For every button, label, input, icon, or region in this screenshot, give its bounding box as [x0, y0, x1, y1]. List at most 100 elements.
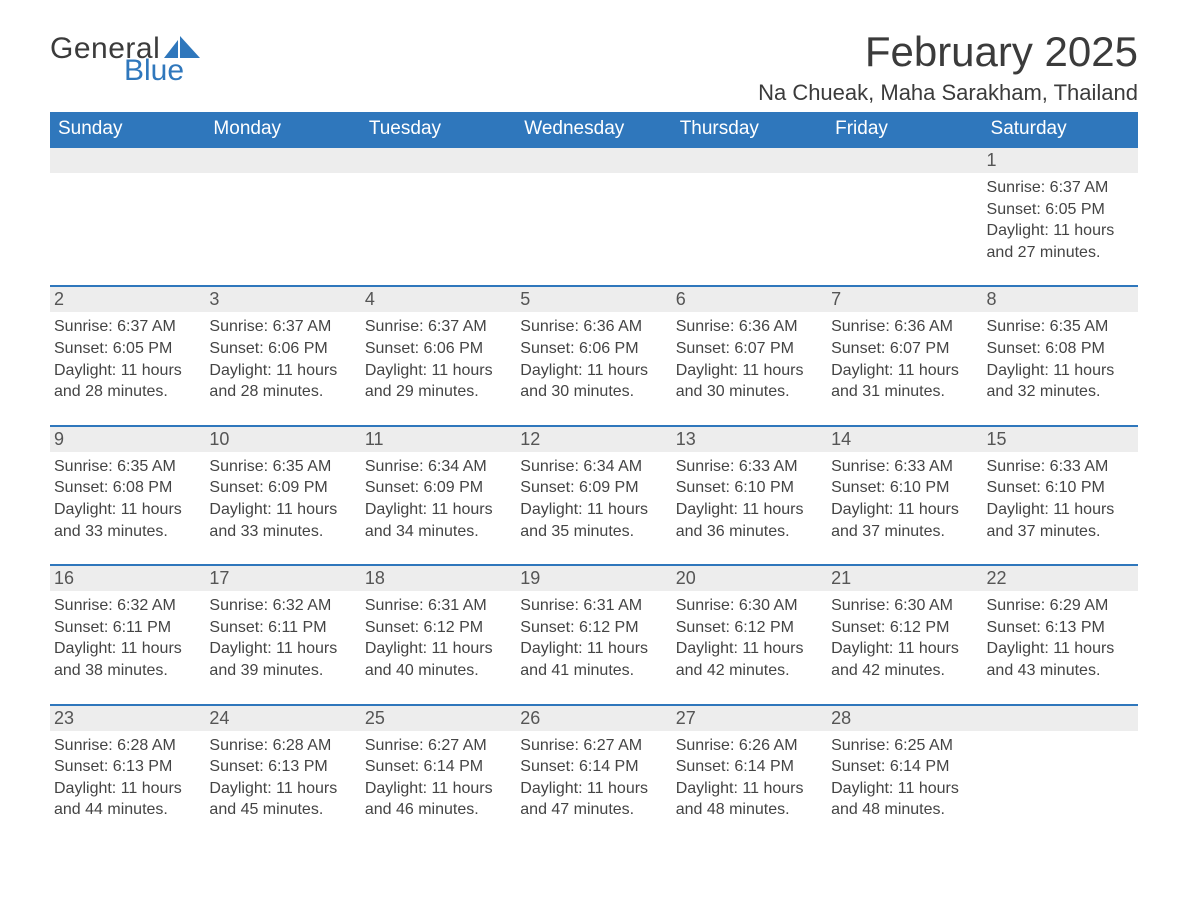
- day-number-cell: 3: [205, 287, 360, 312]
- sunset-text: Sunset: 6:09 PM: [209, 477, 352, 499]
- daylight-text: Daylight: 11 hours and 48 minutes.: [676, 778, 819, 821]
- sunrise-text: Sunrise: 6:25 AM: [831, 735, 974, 757]
- daylight-text: Daylight: 11 hours and 37 minutes.: [987, 499, 1130, 542]
- day-number-cell: 17: [205, 566, 360, 591]
- daylight-text: Daylight: 11 hours and 30 minutes.: [676, 360, 819, 403]
- sunrise-text: Sunrise: 6:29 AM: [987, 595, 1130, 617]
- sunrise-text: Sunrise: 6:27 AM: [520, 735, 663, 757]
- day-number-cell: 5: [516, 287, 671, 312]
- day-info-cell: Sunrise: 6:33 AMSunset: 6:10 PMDaylight:…: [672, 452, 827, 564]
- day-info-cell: Sunrise: 6:28 AMSunset: 6:13 PMDaylight:…: [205, 731, 360, 841]
- daylight-text: Daylight: 11 hours and 44 minutes.: [54, 778, 197, 821]
- daylight-text: Daylight: 11 hours and 34 minutes.: [365, 499, 508, 542]
- sunset-text: Sunset: 6:11 PM: [209, 617, 352, 639]
- sunrise-text: Sunrise: 6:33 AM: [987, 456, 1130, 478]
- sunrise-text: Sunrise: 6:30 AM: [676, 595, 819, 617]
- day-info-cell: [361, 173, 516, 285]
- sunrise-text: Sunrise: 6:28 AM: [54, 735, 197, 757]
- day-number-cell: 14: [827, 427, 982, 452]
- day-number-cell: [361, 148, 516, 173]
- day-number-cell: 7: [827, 287, 982, 312]
- sunrise-text: Sunrise: 6:30 AM: [831, 595, 974, 617]
- sunrise-text: Sunrise: 6:34 AM: [365, 456, 508, 478]
- calendar-table: Sunday Monday Tuesday Wednesday Thursday…: [50, 112, 1138, 841]
- day-info-cell: Sunrise: 6:29 AMSunset: 6:13 PMDaylight:…: [983, 591, 1138, 703]
- daylight-text: Daylight: 11 hours and 39 minutes.: [209, 638, 352, 681]
- daylight-text: Daylight: 11 hours and 40 minutes.: [365, 638, 508, 681]
- daylight-text: Daylight: 11 hours and 27 minutes.: [987, 220, 1130, 263]
- sunrise-text: Sunrise: 6:31 AM: [365, 595, 508, 617]
- sunset-text: Sunset: 6:10 PM: [676, 477, 819, 499]
- weekday-header: Friday: [827, 112, 982, 148]
- day-number-cell: 23: [50, 706, 205, 731]
- sunset-text: Sunset: 6:09 PM: [520, 477, 663, 499]
- daylight-text: Daylight: 11 hours and 42 minutes.: [676, 638, 819, 681]
- daylight-text: Daylight: 11 hours and 41 minutes.: [520, 638, 663, 681]
- weekday-header: Tuesday: [361, 112, 516, 148]
- day-info-cell: Sunrise: 6:26 AMSunset: 6:14 PMDaylight:…: [672, 731, 827, 841]
- day-info-cell: [205, 173, 360, 285]
- day-number-cell: 24: [205, 706, 360, 731]
- sunset-text: Sunset: 6:13 PM: [209, 756, 352, 778]
- sunset-text: Sunset: 6:08 PM: [987, 338, 1130, 360]
- weekday-header: Thursday: [672, 112, 827, 148]
- day-number-cell: 8: [983, 287, 1138, 312]
- daylight-text: Daylight: 11 hours and 36 minutes.: [676, 499, 819, 542]
- day-number-cell: 26: [516, 706, 671, 731]
- day-info-cell: Sunrise: 6:30 AMSunset: 6:12 PMDaylight:…: [827, 591, 982, 703]
- header: General Blue February 2025 Na Chueak, Ma…: [50, 28, 1138, 106]
- sunset-text: Sunset: 6:09 PM: [365, 477, 508, 499]
- brand-logo: General Blue: [50, 34, 200, 86]
- daylight-text: Daylight: 11 hours and 33 minutes.: [209, 499, 352, 542]
- daylight-text: Daylight: 11 hours and 48 minutes.: [831, 778, 974, 821]
- daylight-text: Daylight: 11 hours and 33 minutes.: [54, 499, 197, 542]
- daylight-text: Daylight: 11 hours and 35 minutes.: [520, 499, 663, 542]
- weekday-header: Wednesday: [516, 112, 671, 148]
- day-info-cell: Sunrise: 6:37 AMSunset: 6:05 PMDaylight:…: [983, 173, 1138, 285]
- sunrise-text: Sunrise: 6:31 AM: [520, 595, 663, 617]
- daylight-text: Daylight: 11 hours and 29 minutes.: [365, 360, 508, 403]
- day-number-row: 9101112131415: [50, 427, 1138, 452]
- sunrise-text: Sunrise: 6:37 AM: [987, 177, 1130, 199]
- daylight-text: Daylight: 11 hours and 30 minutes.: [520, 360, 663, 403]
- day-number-cell: [50, 148, 205, 173]
- sunrise-text: Sunrise: 6:35 AM: [987, 316, 1130, 338]
- sunset-text: Sunset: 6:14 PM: [365, 756, 508, 778]
- sunrise-text: Sunrise: 6:36 AM: [676, 316, 819, 338]
- day-number-cell: 2: [50, 287, 205, 312]
- sunrise-text: Sunrise: 6:37 AM: [54, 316, 197, 338]
- sunrise-text: Sunrise: 6:33 AM: [676, 456, 819, 478]
- day-number-cell: 1: [983, 148, 1138, 173]
- day-info-cell: Sunrise: 6:32 AMSunset: 6:11 PMDaylight:…: [205, 591, 360, 703]
- day-number-cell: 15: [983, 427, 1138, 452]
- day-info-row: Sunrise: 6:32 AMSunset: 6:11 PMDaylight:…: [50, 591, 1138, 703]
- day-number-cell: [983, 706, 1138, 731]
- day-info-cell: [672, 173, 827, 285]
- day-number-cell: 28: [827, 706, 982, 731]
- sunset-text: Sunset: 6:07 PM: [676, 338, 819, 360]
- day-number-row: 1: [50, 148, 1138, 173]
- sunrise-text: Sunrise: 6:36 AM: [831, 316, 974, 338]
- weekday-header-row: Sunday Monday Tuesday Wednesday Thursday…: [50, 112, 1138, 148]
- sunrise-text: Sunrise: 6:35 AM: [54, 456, 197, 478]
- sunset-text: Sunset: 6:14 PM: [676, 756, 819, 778]
- sunset-text: Sunset: 6:06 PM: [209, 338, 352, 360]
- day-info-cell: Sunrise: 6:34 AMSunset: 6:09 PMDaylight:…: [516, 452, 671, 564]
- day-info-cell: Sunrise: 6:30 AMSunset: 6:12 PMDaylight:…: [672, 591, 827, 703]
- sunset-text: Sunset: 6:06 PM: [520, 338, 663, 360]
- day-info-cell: Sunrise: 6:33 AMSunset: 6:10 PMDaylight:…: [983, 452, 1138, 564]
- weekday-header: Monday: [205, 112, 360, 148]
- day-info-cell: Sunrise: 6:27 AMSunset: 6:14 PMDaylight:…: [516, 731, 671, 841]
- sunrise-text: Sunrise: 6:32 AM: [54, 595, 197, 617]
- sunrise-text: Sunrise: 6:33 AM: [831, 456, 974, 478]
- day-info-cell: Sunrise: 6:36 AMSunset: 6:07 PMDaylight:…: [672, 312, 827, 424]
- day-info-cell: Sunrise: 6:36 AMSunset: 6:07 PMDaylight:…: [827, 312, 982, 424]
- sunset-text: Sunset: 6:13 PM: [54, 756, 197, 778]
- weekday-header: Saturday: [983, 112, 1138, 148]
- sunrise-text: Sunrise: 6:37 AM: [209, 316, 352, 338]
- day-number-cell: 9: [50, 427, 205, 452]
- sunrise-text: Sunrise: 6:36 AM: [520, 316, 663, 338]
- weekday-header: Sunday: [50, 112, 205, 148]
- day-number-cell: 4: [361, 287, 516, 312]
- brand-part2: Blue: [124, 56, 200, 86]
